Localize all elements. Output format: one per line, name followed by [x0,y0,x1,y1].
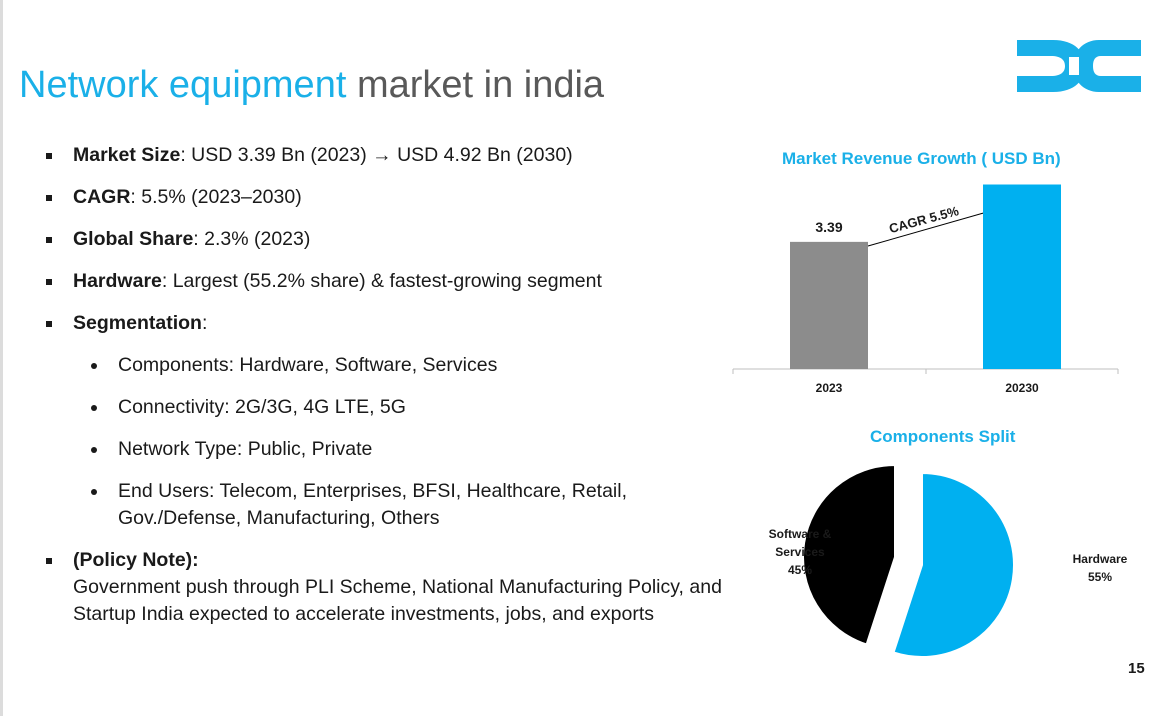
bar-20230 [983,184,1061,369]
pie-label-hardware: Hardware 55% [1073,552,1128,584]
pie-slice-hardware [892,471,1015,658]
page-title: Network equipment market in india [19,62,604,108]
cagr-arrow [867,205,1003,247]
bullet-text: : USD 3.39 Bn (2023) → USD 4.92 Bn (2030… [180,144,573,166]
bullet-hardware: Hardware: Largest (55.2% share) & fastes… [44,268,734,295]
sub-bullet-components: Components: Hardware, Software, Services [44,352,734,379]
page-title-accent: Network equipment [19,64,347,106]
logo-letter-d [1017,40,1085,92]
x-tick-label: 20230 [1005,381,1039,395]
bullet-global-share: Global Share: 2.3% (2023) [44,226,734,253]
pie-label-software-services: Software & Services 45% [769,527,832,577]
bullet-cagr: CAGR: 5.5% (2023–2030) [44,184,734,211]
bullet-label: Hardware [73,270,162,292]
bar-value-label: 3.39 [815,219,842,235]
bar-chart: CAGR 5.5% 3.3920234.9220230 [732,184,1119,395]
bullet-text: : 5.5% (2023–2030) [130,186,302,208]
bar-chart-title: Market Revenue Growth ( USD Bn) [782,149,1061,168]
page-number: 15 [1128,660,1145,677]
logo-letter-c [1073,40,1141,92]
bullet-segmentation: Segmentation: [44,310,734,337]
bullet-text: : Largest (55.2% share) & fastest-growin… [161,270,602,292]
slide-edge-rule [0,0,3,716]
bullet-label: (Policy Note): [73,549,199,571]
dc-logo: DC [1017,40,1141,92]
sub-bullet-connectivity: Connectivity: 2G/3G, 4G LTE, 5G [44,394,734,421]
logo-cut [1069,57,1079,75]
bullet-policy-note: (Policy Note): Government push through PL… [44,547,734,628]
bullet-text: Government push through PLI Scheme, Nati… [73,576,722,625]
bullet-label: Global Share [73,228,194,250]
bullet-text: : [201,312,208,334]
bullet-label: Segmentation [73,312,202,334]
pie-chart-title: Components Split [870,427,1016,446]
sub-bullet-network-type: Network Type: Public, Private [44,436,734,463]
cagr-annotation: CAGR 5.5% [887,203,960,236]
bullet-label: Market Size [73,144,181,166]
sub-bullet-end-users: End Users: Telecom, Enterprises, BFSI, H… [44,478,663,532]
bullet-list: Market Size: USD 3.39 Bn (2023) → USD 4.… [44,142,734,643]
pie-chart: Hardware 55% Software & Services 45% [769,463,1128,658]
bar-2023 [790,241,868,369]
bullet-label: CAGR [73,186,131,208]
bullet-text: : 2.3% (2023) [193,228,311,250]
pie-slice-software-services [802,463,896,646]
bullet-market-size: Market Size: USD 3.39 Bn (2023) → USD 4.… [44,142,734,169]
x-tick-label: 2023 [816,381,843,395]
page-title-rest: market in india [346,64,605,106]
